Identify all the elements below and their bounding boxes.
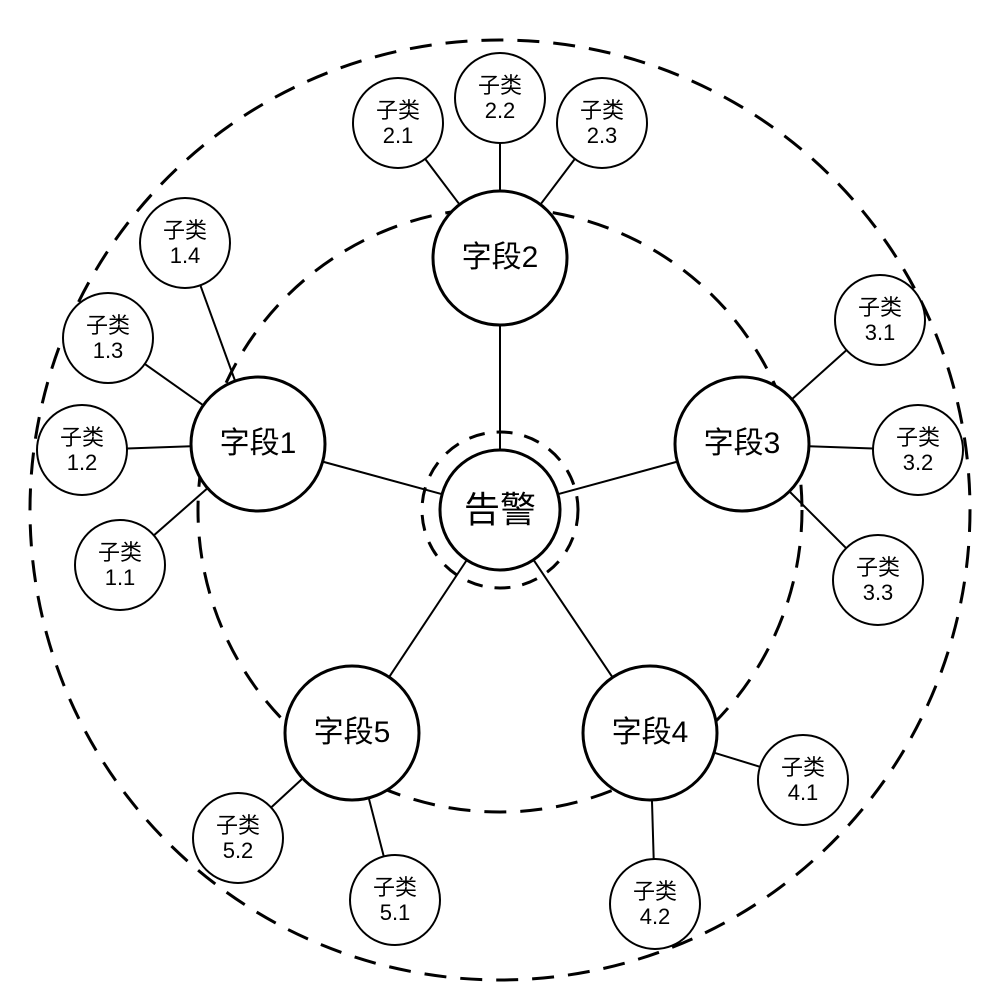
sub-node bbox=[610, 859, 700, 949]
sub-node bbox=[193, 793, 283, 883]
field-node bbox=[433, 191, 567, 325]
center-node bbox=[440, 450, 560, 570]
network-diagram bbox=[0, 0, 1000, 998]
field-node bbox=[191, 377, 325, 511]
sub-node bbox=[350, 855, 440, 945]
field-node bbox=[675, 377, 809, 511]
sub-node bbox=[758, 735, 848, 825]
sub-node bbox=[455, 53, 545, 143]
sub-node bbox=[833, 535, 923, 625]
sub-node bbox=[835, 275, 925, 365]
sub-node bbox=[557, 78, 647, 168]
sub-node bbox=[37, 405, 127, 495]
sub-node bbox=[63, 293, 153, 383]
field-node bbox=[285, 666, 419, 800]
sub-node bbox=[353, 78, 443, 168]
sub-node bbox=[140, 198, 230, 288]
sub-node bbox=[75, 520, 165, 610]
sub-node bbox=[873, 405, 963, 495]
field-node bbox=[583, 666, 717, 800]
